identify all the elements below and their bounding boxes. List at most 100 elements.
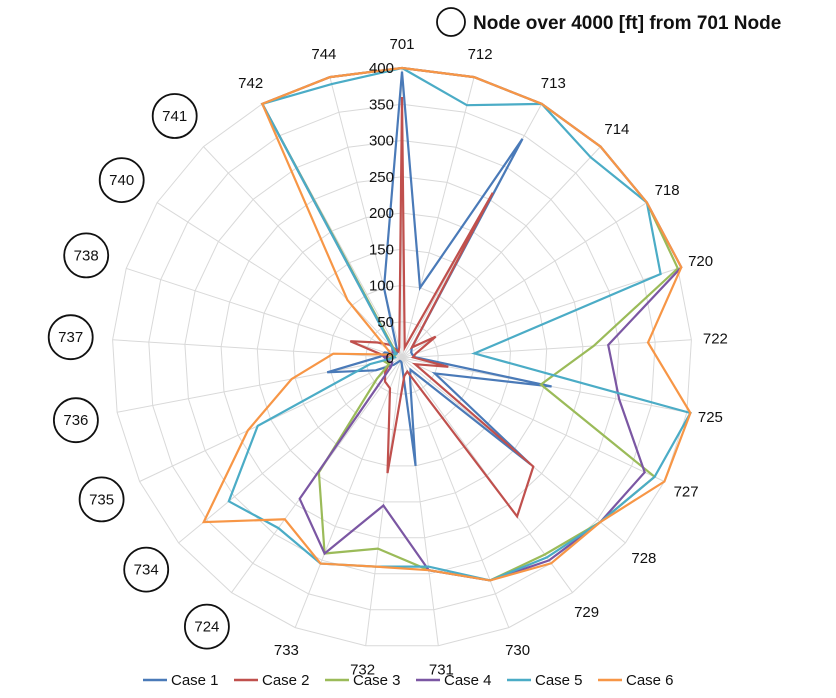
radial-tick-label: 300 (369, 133, 394, 150)
category-label-741: 741 (151, 93, 198, 139)
legend-label: Case 4 (444, 672, 492, 689)
far-node-circle-marker (183, 603, 230, 650)
far-node-circle-marker (151, 93, 198, 139)
category-label-text: 712 (468, 46, 493, 63)
category-label-731: 731 (429, 662, 454, 679)
category-label-701: 701 (389, 36, 414, 53)
category-label-712: 712 (468, 46, 493, 63)
legend-label: Case 1 (171, 672, 219, 689)
radial-tick-label: 150 (369, 241, 394, 258)
category-label-text: 734 (134, 562, 159, 579)
radial-tick-label: 100 (369, 278, 394, 295)
category-label-text: 730 (505, 642, 530, 659)
category-label-732: 732 (350, 662, 375, 679)
category-label-text: 733 (274, 642, 299, 659)
category-label-text: 737 (58, 329, 83, 346)
legend-label: Case 2 (262, 672, 310, 689)
grid-spoke (401, 267, 678, 359)
legend-item-case-1: Case 1 (143, 672, 219, 689)
category-label-727: 727 (674, 484, 699, 501)
far-node-circle-marker (98, 157, 145, 204)
radial-tick-label: 50 (377, 314, 394, 331)
category-label-text: 735 (89, 491, 114, 508)
legend-label: Case 3 (353, 672, 401, 689)
legend-item-case-6: Case 6 (598, 672, 674, 689)
grid-spoke (401, 146, 601, 359)
radial-tick-label: 250 (369, 169, 394, 186)
legend-item-case-5: Case 5 (507, 672, 583, 689)
category-label-text: 722 (703, 330, 728, 347)
grid-spoke (401, 76, 475, 359)
grid-spoke (117, 357, 403, 413)
category-label-730: 730 (505, 642, 530, 659)
category-label-text: 714 (604, 121, 629, 138)
category-label-text: 720 (688, 253, 713, 270)
category-label-725: 725 (698, 409, 723, 426)
category-label-720: 720 (688, 253, 713, 270)
category-label-text: 701 (389, 36, 414, 53)
category-label-742: 742 (238, 75, 263, 92)
grid-spoke (156, 202, 403, 359)
radial-tick-label: 0 (386, 350, 394, 367)
grid-spoke (365, 357, 403, 646)
series-lines (201, 66, 693, 582)
legend-label: Case 6 (626, 672, 674, 689)
series-line-case-2 (349, 96, 535, 519)
category-label-text: 718 (655, 182, 680, 199)
category-label-text: 729 (574, 604, 599, 621)
radial-tick-labels: 0 50 100 150 200 250 300 350 400 (369, 60, 394, 367)
category-label-728: 728 (631, 550, 656, 567)
category-label-736: 736 (53, 397, 99, 444)
legend-item-case-3: Case 3 (325, 672, 401, 689)
grid-spoke (294, 357, 403, 628)
category-label-text: 724 (194, 619, 219, 636)
series-line-case-5 (227, 66, 693, 582)
grid-ring (256, 212, 548, 503)
category-label-714: 714 (604, 121, 629, 138)
category-label-729: 729 (574, 604, 599, 621)
legend: Case 1 Case 2 Case 3 Case 4 Case 5 Case 6 (143, 672, 674, 689)
category-label-738: 738 (63, 232, 110, 279)
category-label-740: 740 (98, 157, 145, 204)
category-label-text: 744 (311, 46, 336, 63)
grid-spoke (178, 357, 403, 544)
category-label-text: 740 (109, 172, 134, 189)
far-node-circle-marker (63, 232, 110, 279)
category-label-737: 737 (47, 314, 94, 361)
legend-item-case-4: Case 4 (416, 672, 492, 689)
annotation-text: Node over 4000 [ft] from 701 Node (473, 13, 781, 34)
grid-spoke (401, 202, 648, 359)
radial-tick-label: 200 (369, 205, 394, 222)
category-label-text: 738 (74, 247, 99, 264)
category-label-text: 731 (429, 662, 454, 679)
category-label-724: 724 (183, 603, 230, 650)
category-label-735: 735 (78, 476, 125, 523)
category-label-text: 713 (541, 75, 566, 92)
far-node-circle-marker (78, 476, 125, 523)
legend-item-case-2: Case 2 (234, 672, 310, 689)
category-label-713: 713 (541, 75, 566, 92)
grid-ring (329, 284, 475, 431)
category-labels: 701 712 713 714 718 720 722 725 727 728 729 730 731 7… (47, 36, 728, 679)
grid-spoke (401, 357, 510, 628)
category-label-text: 727 (674, 484, 699, 501)
grid-ring (148, 103, 656, 611)
category-label-718: 718 (655, 182, 680, 199)
radial-tick-label: 350 (369, 96, 394, 113)
series-line-case-6 (201, 66, 692, 582)
radial-tick-label: 400 (369, 60, 394, 77)
grid-spoke (401, 339, 692, 359)
category-label-734: 734 (123, 546, 170, 593)
category-label-text: 736 (63, 412, 88, 429)
category-label-text: 725 (698, 409, 723, 426)
category-label-text: 742 (238, 75, 263, 92)
category-label-text: 732 (350, 662, 375, 679)
grid-ring (184, 139, 620, 575)
grid-spoke (401, 357, 665, 482)
far-node-circle-marker (123, 546, 170, 593)
far-node-circle-marker (47, 314, 94, 361)
grid-ring (292, 248, 512, 467)
far-node-circle-marker (53, 397, 99, 444)
category-label-722: 722 (703, 330, 728, 347)
